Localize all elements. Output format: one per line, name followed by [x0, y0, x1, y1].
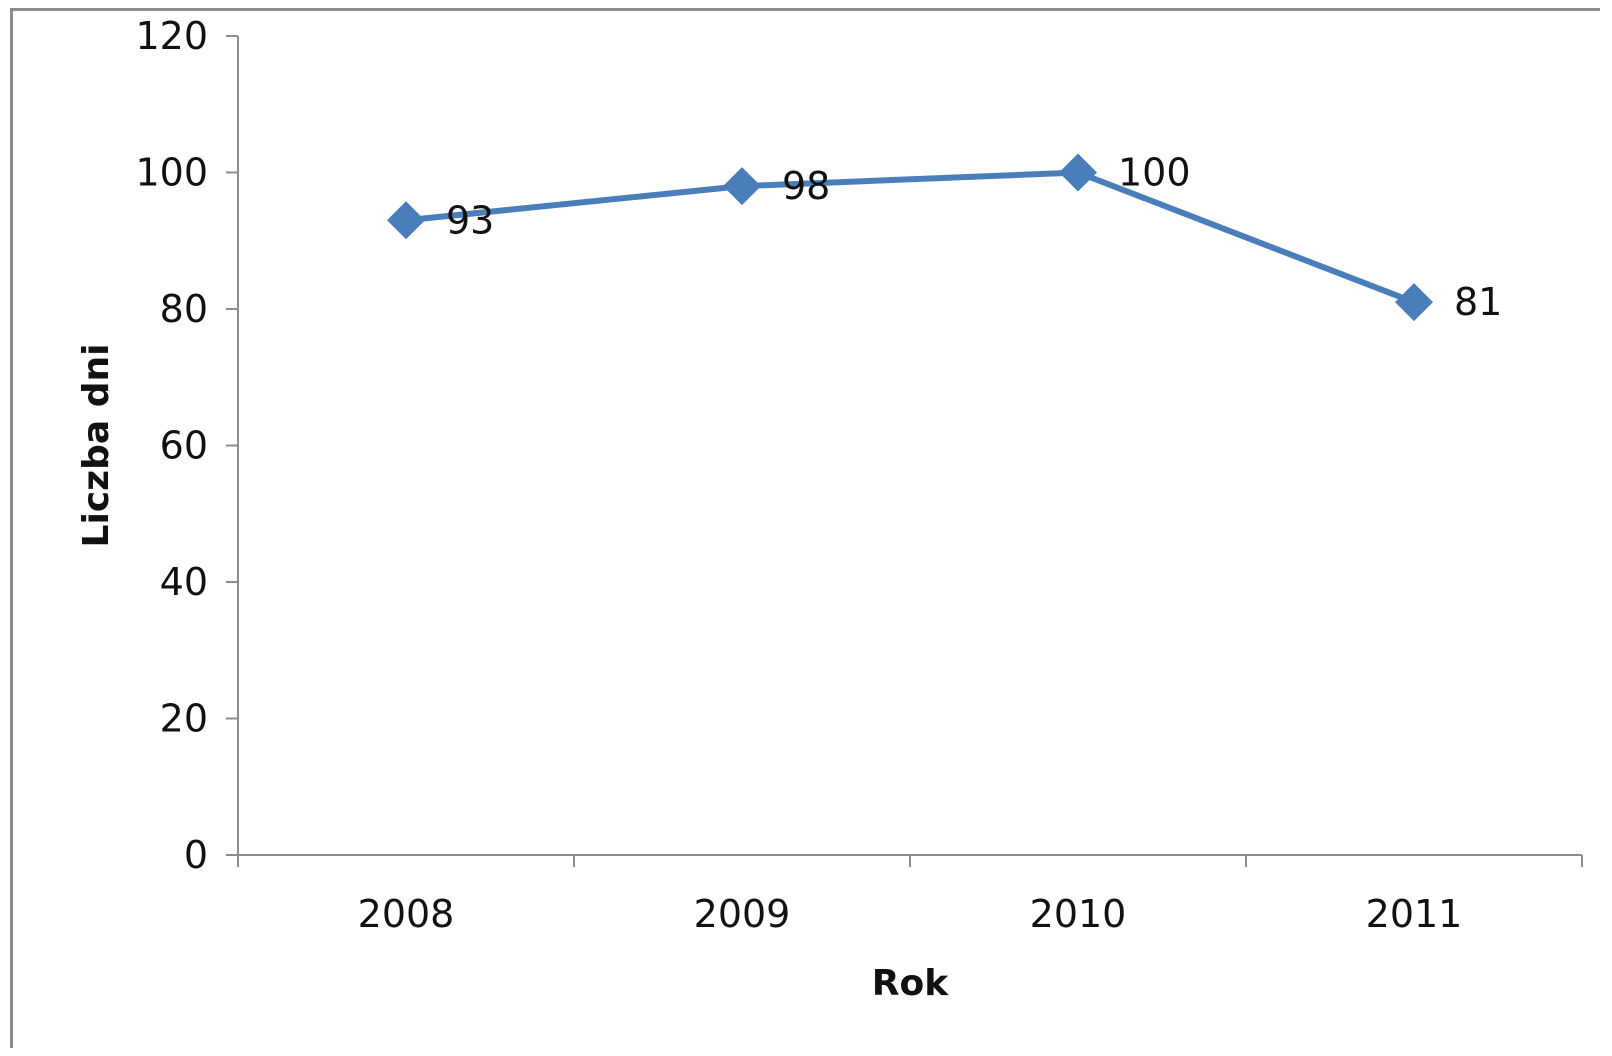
x-axis-ticks: 2008 2009 2010 2011	[237, 855, 1583, 936]
data-label: 98	[782, 164, 830, 208]
y-tick-label: 0	[184, 833, 208, 877]
data-point-marker	[1059, 153, 1097, 192]
y-axis-title: Liczba dni	[76, 344, 117, 548]
y-tick-label: 80	[160, 287, 208, 331]
data-label: 93	[446, 198, 494, 242]
x-tick-label: 2010	[1030, 892, 1127, 936]
y-axis-ticks: 0 20 40 60 80 100 120	[135, 14, 238, 877]
y-tick-label: 40	[160, 560, 208, 604]
data-point-marker	[387, 201, 425, 240]
series-line	[405, 169, 1416, 305]
x-axis-title: Rok	[872, 963, 949, 1004]
y-tick-label: 100	[135, 151, 208, 195]
x-tick-label: 2008	[358, 892, 455, 936]
data-label: 100	[1118, 151, 1191, 195]
data-label: 81	[1454, 280, 1502, 324]
x-tick-label: 2009	[694, 892, 791, 936]
data-labels: 93 98 100 81	[446, 151, 1502, 325]
data-point-marker	[1395, 283, 1433, 322]
y-tick-label: 20	[160, 697, 208, 741]
x-tick-label: 2011	[1366, 892, 1463, 936]
series-layer	[405, 169, 1416, 305]
data-point-marker	[723, 167, 761, 206]
y-tick-label: 120	[135, 14, 208, 58]
y-tick-label: 60	[160, 424, 208, 468]
markers	[387, 153, 1433, 322]
axes	[237, 36, 1582, 856]
